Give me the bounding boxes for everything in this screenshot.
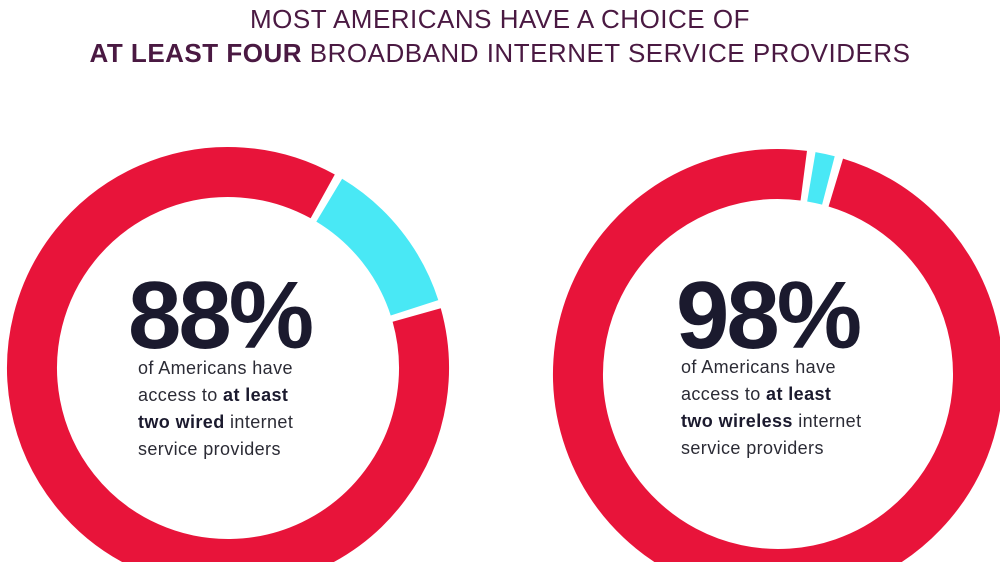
wireless-description: of Americans have access to at least two… bbox=[681, 354, 861, 462]
title-line-2: AT LEAST FOUR BROADBAND INTERNET SERVICE… bbox=[0, 36, 1000, 70]
wired-remainder-slice bbox=[315, 178, 439, 316]
title-line-1: MOST AMERICANS HAVE A CHOICE OF bbox=[250, 4, 750, 34]
wireless-majority-slice bbox=[553, 149, 1000, 562]
wired-desc-line-3: two wired internet bbox=[138, 409, 293, 436]
wireless-desc-text-2: internet bbox=[792, 411, 862, 431]
wireless-remainder-slice bbox=[806, 152, 835, 205]
wired-percent-label: 88% bbox=[128, 262, 314, 369]
wireless-desc-line-3: two wireless internet bbox=[681, 408, 861, 435]
donut-wireless bbox=[553, 149, 1000, 562]
wireless-desc-bold-2: two wireless bbox=[681, 411, 793, 431]
wired-description: of Americans have access to at least two… bbox=[138, 355, 293, 463]
wired-desc-line-4: service providers bbox=[138, 439, 281, 459]
wireless-percent-label: 98% bbox=[676, 262, 862, 369]
wired-desc-text: access to bbox=[138, 385, 224, 405]
wireless-desc-text: access to bbox=[681, 384, 767, 404]
wired-desc-text-2: internet bbox=[224, 412, 294, 432]
wired-desc-bold: at least bbox=[223, 385, 289, 405]
donut-wired bbox=[7, 147, 449, 562]
wired-desc-bold-2: two wired bbox=[138, 412, 225, 432]
wired-desc-line-2: access to at least bbox=[138, 382, 293, 409]
wired-majority-slice bbox=[7, 147, 449, 562]
wireless-desc-bold: at least bbox=[766, 384, 832, 404]
wireless-desc-line-1: of Americans have bbox=[681, 357, 836, 377]
wireless-desc-line-2: access to at least bbox=[681, 381, 861, 408]
wireless-desc-line-4: service providers bbox=[681, 438, 824, 458]
title-rest: BROADBAND INTERNET SERVICE PROVIDERS bbox=[302, 38, 911, 68]
title-emphasis: AT LEAST FOUR bbox=[89, 38, 303, 68]
wired-desc-line-1: of Americans have bbox=[138, 358, 293, 378]
